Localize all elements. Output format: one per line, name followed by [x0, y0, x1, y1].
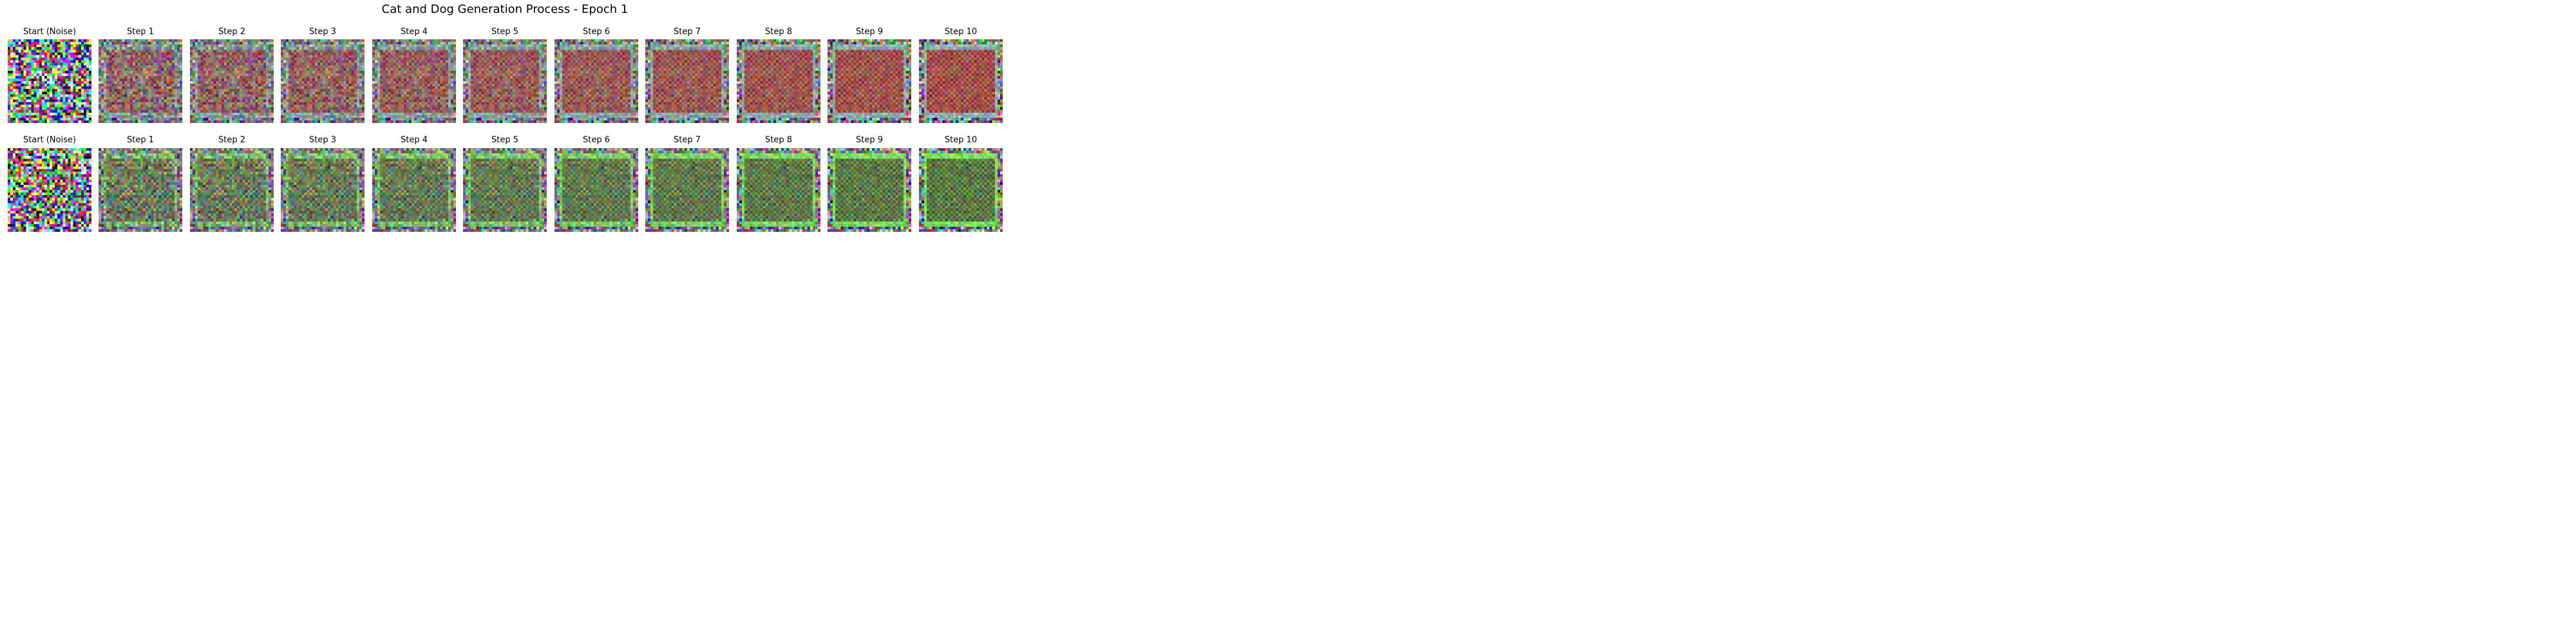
dog-generation-image: [737, 148, 820, 232]
cat-generation-image: [99, 39, 182, 123]
dog-generation-image: [99, 148, 182, 232]
panel-title: Step 8: [764, 27, 792, 37]
cat-generation-image: [463, 39, 547, 123]
panel-title: Step 2: [218, 135, 245, 145]
panel-title: Start (Noise): [23, 27, 77, 37]
panel-title: Step 2: [218, 27, 245, 37]
cat-generation-image: [828, 39, 911, 123]
cat-generation-image: [645, 39, 729, 123]
panel-title: Step 4: [400, 27, 428, 37]
cat-generation-image: [554, 39, 638, 123]
dog-generation-image: [554, 148, 638, 232]
panel-title: Step 6: [582, 135, 610, 145]
panel-title: Step 3: [308, 135, 336, 145]
cat-generation-image: [190, 39, 274, 123]
panel-title: Step 3: [308, 27, 336, 37]
dog-generation-image: [190, 148, 274, 232]
panel-title: Step 8: [764, 135, 792, 145]
panel-title: Start (Noise): [23, 135, 77, 145]
figure-title: Cat and Dog Generation Process - Epoch 1: [381, 3, 629, 16]
dog-generation-image: [919, 148, 1003, 232]
panel-title: Step 1: [126, 27, 154, 37]
cat-generation-image: [737, 39, 820, 123]
dog-generation-image: [8, 148, 91, 232]
dog-generation-image: [372, 148, 456, 232]
dog-generation-image: [463, 148, 547, 232]
panel-title: Step 1: [126, 135, 154, 145]
panel-title: Step 4: [400, 135, 428, 145]
panel-title: Step 6: [582, 27, 610, 37]
panel-title: Step 10: [944, 135, 978, 145]
cat-generation-image: [281, 39, 365, 123]
dog-generation-image: [645, 148, 729, 232]
panel-title: Step 9: [855, 135, 883, 145]
panel-title: Step 5: [491, 135, 518, 145]
cat-generation-image: [919, 39, 1003, 123]
cat-generation-image: [8, 39, 91, 123]
panel-title: Step 7: [673, 27, 701, 37]
dog-generation-image: [828, 148, 911, 232]
panel-title: Step 10: [944, 27, 978, 37]
cat-generation-image: [372, 39, 456, 123]
panel-title: Step 5: [491, 27, 518, 37]
panel-title: Step 9: [855, 27, 883, 37]
dog-generation-image: [281, 148, 365, 232]
panel-title: Step 7: [673, 135, 701, 145]
